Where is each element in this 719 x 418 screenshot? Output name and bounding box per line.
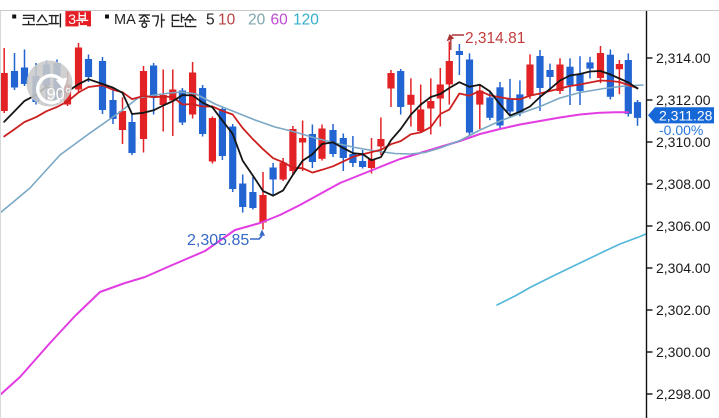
svg-text:2,308.00: 2,308.00 bbox=[656, 176, 711, 192]
svg-text:90°: 90° bbox=[47, 86, 72, 104]
svg-text:2,306.00: 2,306.00 bbox=[656, 218, 711, 234]
svg-text:2,300.00: 2,300.00 bbox=[656, 344, 711, 360]
svg-text:-0.00%: -0.00% bbox=[659, 122, 703, 138]
svg-text:60: 60 bbox=[271, 12, 289, 29]
svg-text:2,298.00: 2,298.00 bbox=[656, 386, 711, 402]
svg-text:2,304.00: 2,304.00 bbox=[656, 260, 711, 276]
svg-text:MA: MA bbox=[114, 12, 136, 28]
svg-text:10: 10 bbox=[218, 12, 236, 29]
svg-text:5: 5 bbox=[206, 12, 215, 29]
svg-text:20: 20 bbox=[248, 12, 266, 29]
svg-text:2,314.81: 2,314.81 bbox=[465, 30, 525, 47]
svg-text:2,314.00: 2,314.00 bbox=[656, 50, 711, 66]
svg-text:120: 120 bbox=[293, 12, 319, 29]
svg-text:2,312.00: 2,312.00 bbox=[656, 92, 711, 108]
svg-text:2,302.00: 2,302.00 bbox=[656, 302, 711, 318]
svg-text:2,305.85: 2,305.85 bbox=[187, 232, 249, 249]
svg-text:3: 3 bbox=[68, 11, 76, 27]
svg-text:2,310.00: 2,310.00 bbox=[656, 134, 711, 150]
svg-text:2,311.28: 2,311.28 bbox=[659, 108, 713, 124]
